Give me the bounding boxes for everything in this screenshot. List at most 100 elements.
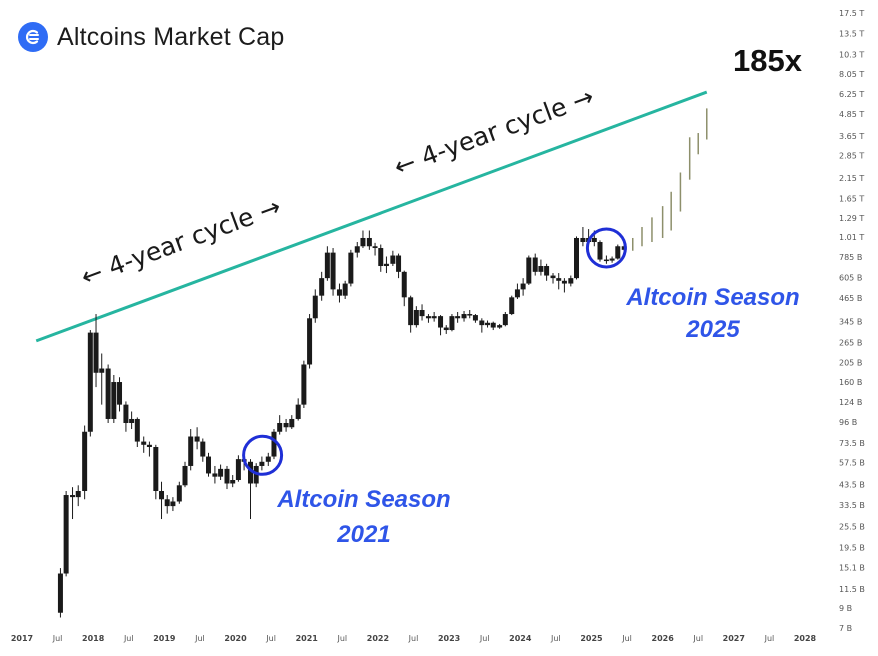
candle [336,283,342,303]
candle [413,306,419,328]
candle [170,497,176,512]
highlight-circle [242,434,284,476]
candle [295,398,301,421]
candle [383,256,389,274]
candle [289,415,295,430]
multiplier-label: 185x [733,43,803,78]
candle-body [443,327,449,331]
projection-layer [631,108,708,251]
y-tick-label: 17.5 T [839,9,864,18]
x-tick-label: 2023 [438,634,460,643]
candle [117,377,123,412]
candle [502,311,508,327]
y-tick-label: 2.15 T [839,174,864,183]
candle [532,253,538,276]
candle-body [259,461,265,466]
y-tick-label: 19.5 B [839,543,865,552]
candle-body [372,246,378,249]
candle-body [176,485,182,502]
candle [235,455,241,482]
y-tick-label: 11.5 B [839,585,865,594]
trendline [35,90,708,343]
candle-body [301,364,307,405]
x-tick-label: Jul [764,634,775,643]
candle-body [603,259,609,262]
candle [129,411,135,430]
candle [396,253,402,279]
candle-body [289,418,295,428]
candle-body [146,444,152,448]
y-tick-label: 7 B [839,624,852,633]
candle-body [70,495,76,498]
y-tick-label: 25.5 B [839,522,865,531]
y-tick-label: 265 B [839,338,862,347]
y-tick-label: 785 B [839,253,862,262]
candle-body [419,310,425,317]
candle-body [526,257,532,284]
candle-body [472,315,478,321]
candle-body [455,316,461,319]
candle [360,230,366,249]
candle-body [230,480,236,484]
candle [159,481,165,520]
candle [324,246,330,281]
candle [57,568,63,618]
candle [342,280,348,300]
candle [485,320,491,328]
candle [597,240,603,262]
candle [378,244,384,272]
candle-body [111,382,117,419]
candle-body [212,473,218,477]
candle-body [467,314,473,316]
candle-body [224,468,230,484]
candle-body [235,459,241,481]
y-tick-label: 13.5 T [839,29,864,38]
candle [200,438,206,462]
x-tick-label: Jul [479,634,490,643]
candle-body [425,316,431,319]
candle-body [75,490,81,498]
x-tick-label: Jul [123,634,134,643]
candle [93,314,99,388]
season-2025-label: Altcoin Season [625,284,799,311]
candle-body [490,322,496,328]
candle-body [509,297,515,315]
candle [123,401,129,432]
candle-body [383,263,389,267]
candle [401,270,407,307]
y-tick-label: 345 B [839,318,862,327]
candle [419,304,425,321]
candle-body [265,456,271,462]
y-tick-label: 6.25 T [839,90,864,99]
y-tick-label: 8.05 T [839,70,864,79]
candle-body [550,275,556,279]
candle [205,452,211,477]
x-tick-label: 2021 [296,634,319,643]
candle [265,452,271,466]
candle [366,230,372,250]
x-tick-label: Jul [621,634,632,643]
candle-body [330,252,336,290]
candle-body [63,495,69,574]
y-tick-label: 465 B [839,294,862,303]
candle [301,360,307,408]
candle [224,465,230,490]
x-tick-label: Jul [336,634,347,643]
candle [408,295,414,333]
candle [188,429,194,471]
candle-body [556,278,562,281]
candle [609,256,615,263]
candle-body [497,325,503,328]
candle [509,295,515,316]
candle [70,487,76,520]
candle-body [354,246,360,253]
candle [544,263,550,281]
candle [603,255,609,264]
candle-body [307,318,313,365]
candle-body [568,278,574,284]
candle-body [401,271,407,298]
x-tick-label: Jul [52,634,63,643]
candle [105,364,111,424]
candle-body [117,382,123,405]
